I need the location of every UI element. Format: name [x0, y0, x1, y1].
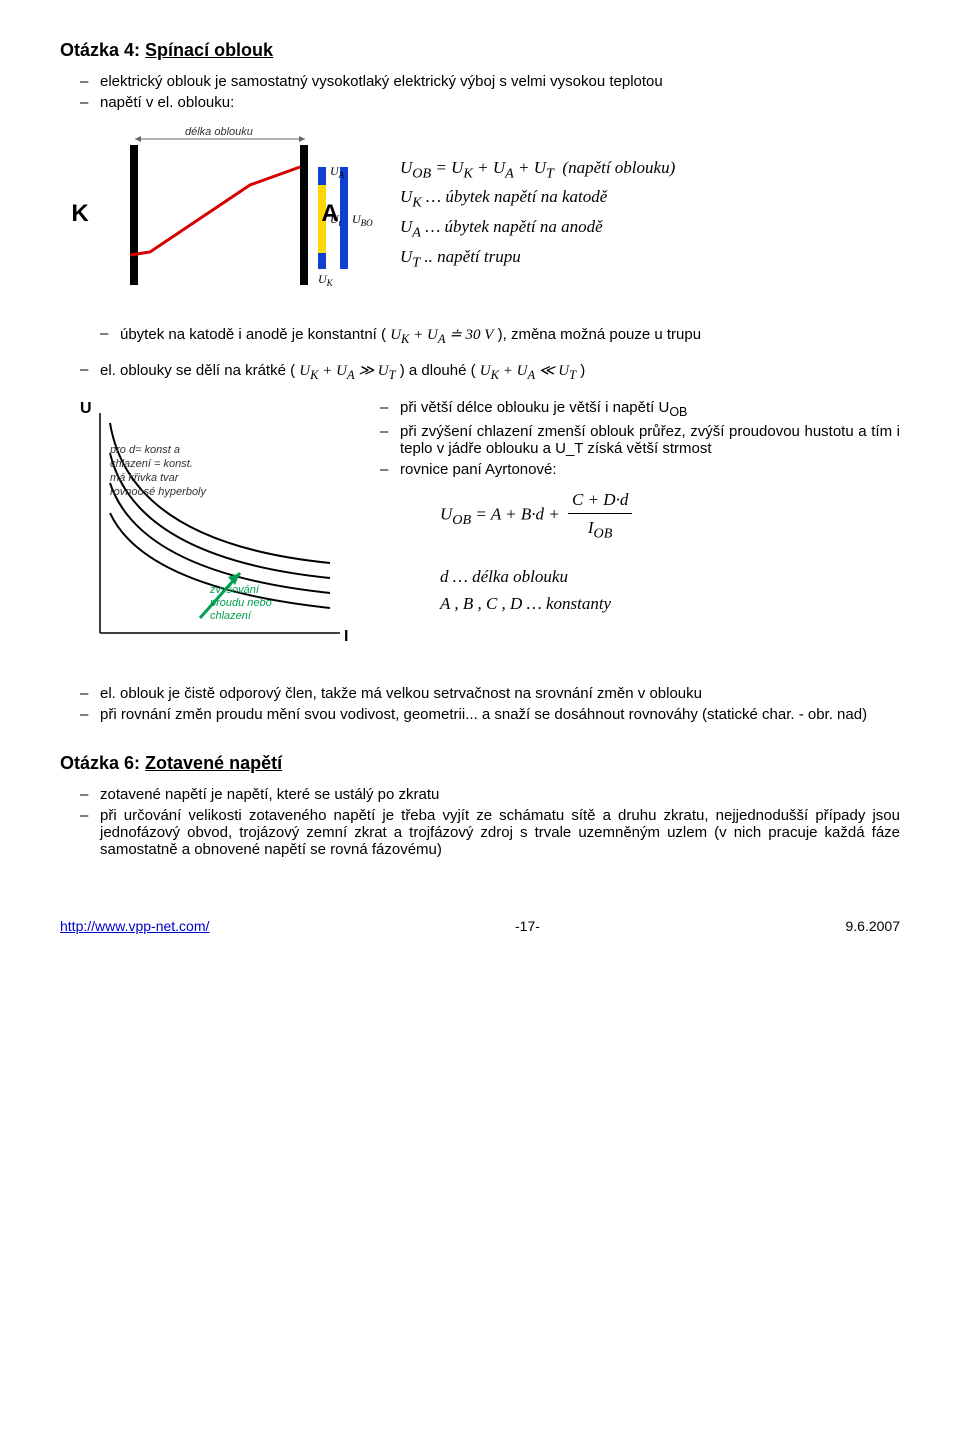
eq1-line4: UT .. napětí trupu — [400, 244, 675, 274]
figure2-right-col: při větší délce oblouku je větší i napět… — [360, 393, 900, 626]
fig2-arrow-label1: zvyšování — [209, 584, 260, 596]
svg-text:UK: UK — [318, 272, 334, 288]
q4-bullet-1: elektrický oblouk je samostatný vysokotl… — [80, 73, 900, 90]
ayrton-defs: d … délka oblouku A , B , C , D … konsta… — [440, 563, 900, 617]
q4-right-bullet-1: při větší délce oblouku je větší i napět… — [380, 399, 900, 419]
fig2-axis-u: U — [80, 400, 92, 417]
q6-heading-label: Zotavené napětí — [145, 753, 282, 773]
fig2-note4: rovnoosé hyperboly — [110, 486, 208, 498]
figure2-row: U I pro d= konst a chlazení = konst. má … — [60, 393, 900, 667]
footer-date: 9.6.2007 — [846, 918, 901, 934]
figure1-row: K délka oblouku UA — [60, 127, 900, 301]
footer-url[interactable]: http://www.vpp-net.com/ — [60, 918, 209, 934]
q4-bullet-list-bottom: el. oblouk je čistě odporový člen, takže… — [60, 685, 900, 723]
q4-bullet-2: napětí v el. oblouku: — [80, 94, 900, 111]
fig2-note1: pro d= konst a — [109, 444, 180, 456]
figure2-svg: U I pro d= konst a chlazení = konst. má … — [60, 393, 360, 667]
fig2-arrow-label2: proudu nebo — [209, 597, 272, 609]
eq1-line2: UK … úbytek napětí na katodě — [400, 184, 675, 214]
q6-bullet-1: zotavené napětí je napětí, které se ustá… — [80, 786, 900, 803]
fig2-note3: má křivka tvar — [110, 472, 180, 484]
figure1-equations: UOB = UK + UA + UT (napětí oblouku) UK …… — [400, 155, 675, 274]
q4-right-bullet-3-label: rovnice paní Ayrtonové: — [400, 461, 557, 478]
q4-heading: Otázka 4: Spínací oblouk — [60, 40, 900, 61]
q4-bullet-4: el. oblouk je čistě odporový člen, takže… — [80, 685, 900, 702]
svg-text:UA: UA — [330, 164, 345, 180]
eq1-line1: UOB = UK + UA + UT (napětí oblouku) — [400, 155, 675, 185]
q6-heading: Otázka 6: Zotavené napětí — [60, 753, 900, 774]
q4-inner-list: úbytek na katodě i anodě je konstantní (… — [60, 325, 900, 347]
q4-bullet-3: el. oblouky se dělí na krátké ( UK + UA … — [80, 361, 900, 383]
svg-text:UBO: UBO — [352, 212, 373, 228]
figure1-letter-k: K — [60, 200, 100, 228]
fig2-note2: chlazení = konst. — [110, 458, 193, 470]
q6-heading-prefix: Otázka 6: — [60, 753, 145, 773]
fig1-label-delka: délka oblouku — [185, 127, 253, 138]
eq1-line3: UA … úbytek napětí na anodě — [400, 214, 675, 244]
figure1-letter-a: A — [310, 200, 350, 228]
ayrton-equation: UOB = A + B·d + C + D·dIOB — [440, 486, 900, 545]
q6-bullet-2: při určování velikosti zotaveného napětí… — [80, 807, 900, 858]
q4-right-bullet-3: rovnice paní Ayrtonové: UOB = A + B·d + … — [380, 461, 900, 618]
q4-heading-prefix: Otázka 4: — [60, 40, 145, 60]
q4-bullet-5: při rovnání změn proudu mění svou vodivo… — [80, 706, 900, 723]
fig2-arrow-label3: chlazení — [210, 610, 252, 622]
footer-page: -17- — [515, 918, 540, 934]
page-footer: http://www.vpp-net.com/ -17- 9.6.2007 — [60, 918, 900, 934]
q6-bullet-list: zotavené napětí je napětí, které se ustá… — [60, 786, 900, 858]
q4-bullet-list-top: elektrický oblouk je samostatný vysokotl… — [60, 73, 900, 111]
q4-heading-label: Spínací oblouk — [145, 40, 273, 60]
fig2-axis-i: I — [344, 628, 348, 645]
q4-right-bullet-2: při zvýšení chlazení zmenší oblouk průře… — [380, 423, 900, 457]
q4-bullet-list-mid: el. oblouky se dělí na krátké ( UK + UA … — [60, 361, 900, 383]
q4-inner-bullet: úbytek na katodě i anodě je konstantní (… — [100, 325, 900, 347]
